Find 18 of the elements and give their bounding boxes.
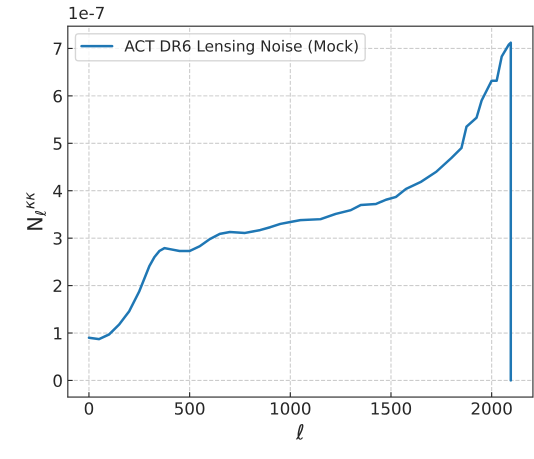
- y-tick-label: 1: [54, 327, 62, 340]
- y-tick-label: 7: [54, 42, 62, 55]
- y-tick-label: 2: [54, 280, 62, 292]
- x-tick-label: 1000: [270, 402, 310, 415]
- x-tick-label: 500: [175, 402, 204, 415]
- y-tick-label: 0: [53, 374, 62, 388]
- y-axis-title: N$_{ℓ}$$^{κκ}$: [26, 192, 46, 230]
- text: 1e-7: [70, 6, 104, 20]
- y-tick-label: 3: [54, 232, 62, 245]
- y-tick-label: 5: [54, 137, 62, 150]
- x-axis-title: ℓ: [296, 424, 304, 440]
- line-series: [88, 42, 512, 382]
- x-tick-label: 0: [84, 402, 94, 415]
- y-tick-label: 6: [54, 90, 62, 102]
- legend-label: ACT DR6 Lensing Noise (Mock): [124, 40, 358, 55]
- y-tick-label: 4: [53, 184, 62, 198]
- x-tick-label: 1500: [372, 402, 412, 415]
- x-tick-label: 2000: [472, 402, 512, 415]
